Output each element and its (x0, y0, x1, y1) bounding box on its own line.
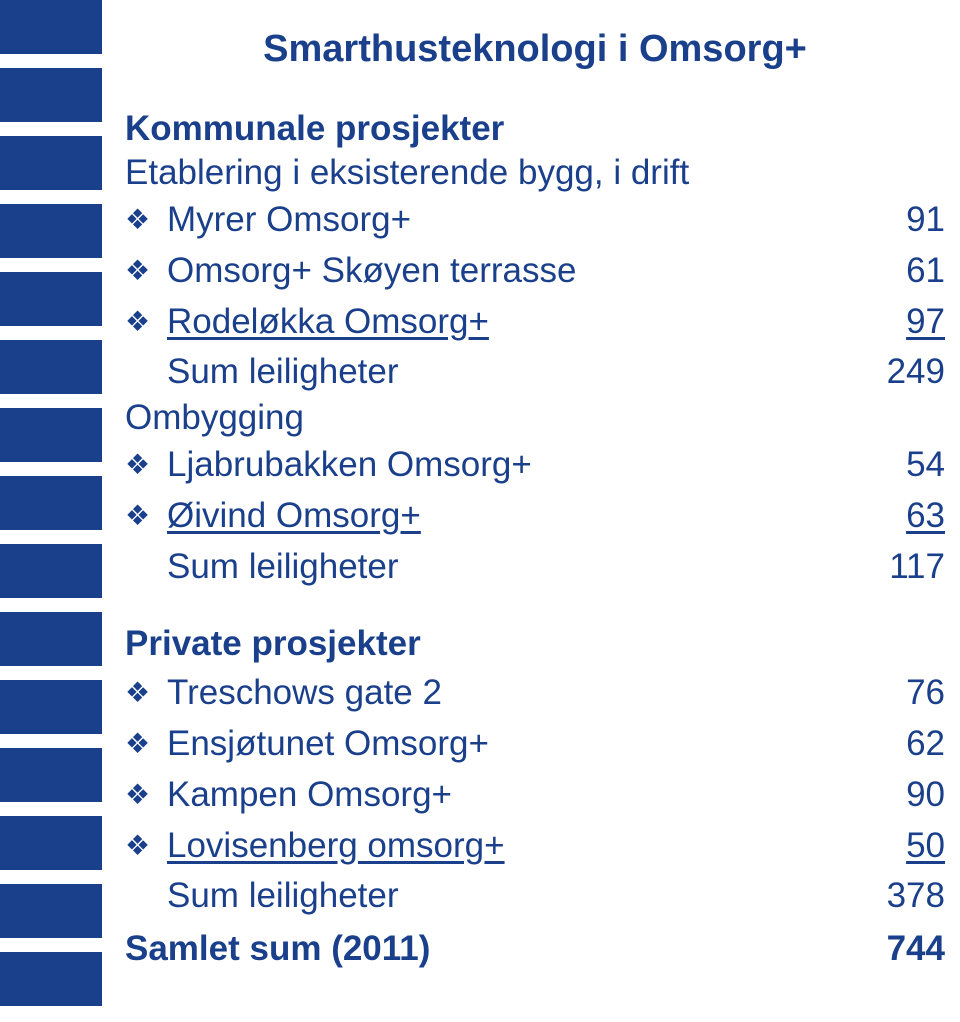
bullet-icon: ❖ (125, 775, 167, 816)
bullet-icon: ❖ (125, 673, 167, 714)
subheader-ombygging: Ombygging (125, 398, 945, 438)
row-label: Treschows gate 2 (167, 668, 442, 719)
sum-row-leiligheter-1: Sum leiligheter 249 (125, 347, 945, 398)
total-row: Samlet sum (2011) 744 (125, 924, 945, 975)
row-value: 76 (855, 668, 945, 719)
sum-row-leiligheter-3: Sum leiligheter 378 (125, 871, 945, 922)
row-label: Myrer Omsorg+ (167, 195, 411, 246)
side-bar (0, 884, 102, 938)
bullet-icon: ❖ (125, 302, 167, 343)
row-value: 63 (855, 491, 945, 542)
row-value: 91 (855, 195, 945, 246)
bullet-icon: ❖ (125, 251, 167, 292)
row-value: 90 (855, 770, 945, 821)
row-label: Ljabrubakken Omsorg+ (167, 440, 532, 491)
bullet-icon: ❖ (125, 826, 167, 867)
list-row-lovisenberg: ❖ Lovisenberg omsorg+ 50 (125, 821, 945, 872)
sum-value: 117 (855, 542, 945, 593)
side-bar (0, 476, 102, 530)
side-bar (0, 544, 102, 598)
row-value: 62 (855, 719, 945, 770)
sum-label: Sum leiligheter (167, 347, 399, 398)
section-header-kommunale: Kommunale prosjekter (125, 109, 945, 149)
bullet-icon: ❖ (125, 200, 167, 241)
side-bar (0, 136, 102, 190)
side-bar (0, 816, 102, 870)
row-label: Kampen Omsorg+ (167, 770, 452, 821)
list-row-skoyen: ❖ Omsorg+ Skøyen terrasse 61 (125, 246, 945, 297)
row-label: Ensjøtunet Omsorg+ (167, 719, 489, 770)
side-bar (0, 748, 102, 802)
bullet-icon: ❖ (125, 445, 167, 486)
bullet-icon: ❖ (125, 724, 167, 765)
list-row-ljabrubakken: ❖ Ljabrubakken Omsorg+ 54 (125, 440, 945, 491)
list-row-oivind: ❖ Øivind Omsorg+ 63 (125, 491, 945, 542)
list-row-kampen: ❖ Kampen Omsorg+ 90 (125, 770, 945, 821)
row-label: Øivind Omsorg+ (167, 491, 421, 542)
sum-row-leiligheter-2: Sum leiligheter 117 (125, 542, 945, 593)
total-value: 744 (855, 924, 945, 975)
row-label: Rodeløkka Omsorg+ (167, 297, 489, 348)
sum-value: 378 (855, 871, 945, 922)
list-row-treschows: ❖ Treschows gate 2 76 (125, 668, 945, 719)
sum-label: Sum leiligheter (167, 871, 399, 922)
side-bar (0, 272, 102, 326)
row-value: 61 (855, 246, 945, 297)
bullet-icon: ❖ (125, 496, 167, 537)
side-bar (0, 408, 102, 462)
side-bar (0, 680, 102, 734)
row-label: Omsorg+ Skøyen terrasse (167, 246, 576, 297)
list-row-rodelokka: ❖ Rodeløkka Omsorg+ 97 (125, 297, 945, 348)
row-value: 97 (855, 297, 945, 348)
row-value: 50 (855, 821, 945, 872)
section-header-private: Private prosjekter (125, 624, 945, 664)
list-row-ensjotunet: ❖ Ensjøtunet Omsorg+ 62 (125, 719, 945, 770)
side-bar (0, 68, 102, 122)
slide-title: Smarthusteknologi i Omsorg+ (125, 28, 945, 71)
row-label: Lovisenberg omsorg+ (167, 821, 505, 872)
subheader-etablering: Etablering i eksisterende bygg, i drift (125, 153, 945, 193)
list-row-myrer: ❖ Myrer Omsorg+ 91 (125, 195, 945, 246)
decorative-side-bars (0, 0, 102, 1006)
side-bar (0, 952, 102, 1006)
sum-value: 249 (855, 347, 945, 398)
side-bar (0, 612, 102, 666)
total-label: Samlet sum (2011) (125, 924, 430, 975)
side-bar (0, 340, 102, 394)
side-bar (0, 0, 102, 54)
sum-label: Sum leiligheter (167, 542, 399, 593)
slide-content: Smarthusteknologi i Omsorg+ Kommunale pr… (125, 0, 945, 975)
row-value: 54 (855, 440, 945, 491)
side-bar (0, 204, 102, 258)
